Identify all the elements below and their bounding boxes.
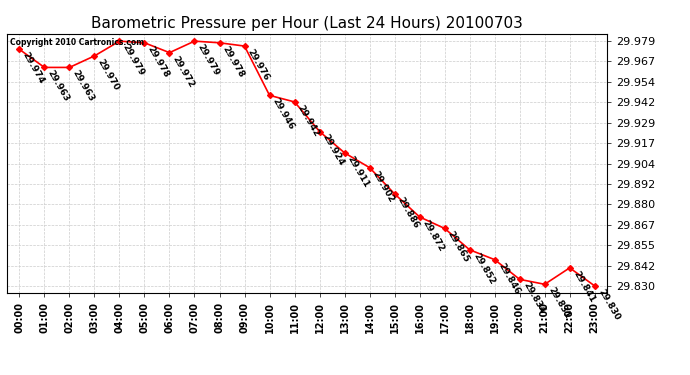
Text: 29.886: 29.886 [396,195,421,230]
Text: 29.963: 29.963 [71,69,96,104]
Text: 29.976: 29.976 [246,48,271,82]
Text: 29.924: 29.924 [321,133,346,168]
Text: 29.970: 29.970 [96,57,121,92]
Text: 29.831: 29.831 [546,286,571,320]
Text: 29.841: 29.841 [571,269,596,304]
Text: 29.942: 29.942 [296,104,322,138]
Text: 29.979: 29.979 [121,42,146,78]
Text: 29.852: 29.852 [471,251,496,286]
Text: 29.830: 29.830 [596,287,621,322]
Text: Copyright 2010 Cartronics.com: Copyright 2010 Cartronics.com [10,38,144,46]
Text: 29.963: 29.963 [46,69,71,104]
Text: 29.972: 29.972 [171,54,196,89]
Text: 29.978: 29.978 [146,44,171,79]
Text: 29.865: 29.865 [446,230,471,264]
Title: Barometric Pressure per Hour (Last 24 Hours) 20100703: Barometric Pressure per Hour (Last 24 Ho… [91,16,523,31]
Text: 29.846: 29.846 [496,261,521,296]
Text: 29.872: 29.872 [421,218,446,253]
Text: 29.978: 29.978 [221,44,246,79]
Text: 29.946: 29.946 [271,97,296,132]
Text: 29.974: 29.974 [21,51,46,86]
Text: 29.834: 29.834 [521,281,546,315]
Text: 29.902: 29.902 [371,169,396,204]
Text: 29.979: 29.979 [196,42,221,78]
Text: 29.911: 29.911 [346,154,371,189]
